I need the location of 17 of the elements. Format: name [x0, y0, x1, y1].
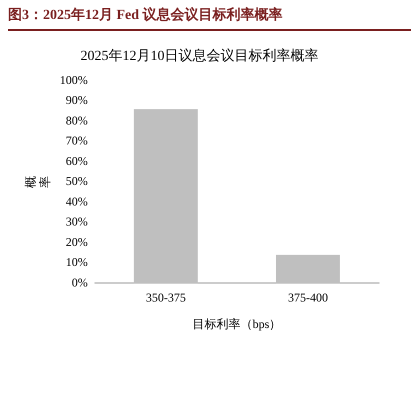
y-tick-label: 60% [66, 154, 88, 168]
y-tick-label: 20% [66, 234, 88, 249]
y-tick-label: 70% [66, 134, 88, 148]
y-tick-label: 0% [72, 275, 88, 290]
x-axis-title: 目标利率（bps） [192, 316, 282, 331]
chart-subtitle: 2025年12月10日议息会议目标利率概率 [80, 48, 318, 64]
y-tick-label: 90% [66, 93, 88, 108]
y-tick-label: 50% [66, 174, 88, 188]
y-tick-label: 10% [66, 255, 88, 270]
x-tick-label: 375-400 [288, 290, 328, 305]
y-tick-label: 30% [66, 214, 88, 229]
chart-title: 图3：2025年12月 Fed 议息会议目标利率概率 [8, 6, 411, 31]
y-axis-title: 概率 [23, 176, 52, 188]
y-tick-label: 100% [60, 72, 88, 87]
x-tick-label: 350-375 [146, 290, 186, 305]
y-tick-label: 80% [66, 113, 88, 128]
y-tick-label: 40% [66, 194, 88, 208]
